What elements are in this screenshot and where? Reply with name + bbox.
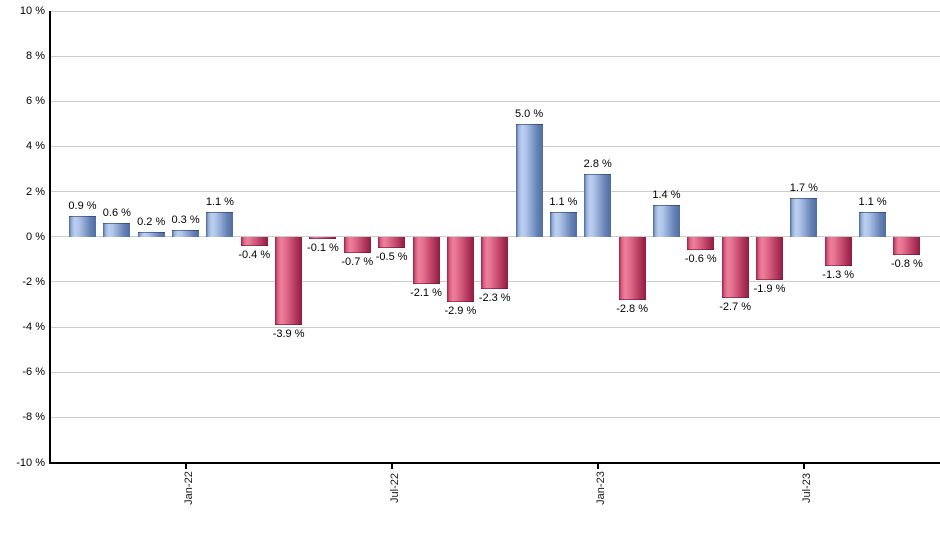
y-axis-label: -6 % [22,366,45,379]
bar-value-label: 1.1 % [549,195,578,208]
bar-value-label: 1.7 % [789,182,818,195]
x-tick-mark [802,463,805,469]
y-axis-label: 8 % [26,50,45,63]
bar [69,216,96,237]
bar-value-label: 5.0 % [514,107,544,120]
y-axis-line [49,11,51,464]
y-axis-label: -8 % [22,411,45,424]
x-axis-line [49,461,940,464]
bar [481,236,509,289]
gridline [51,191,940,193]
y-axis-label: 2 % [26,185,45,198]
bar [137,232,165,237]
bar-value-label: 1.4 % [652,189,681,202]
bar [618,236,646,300]
bar-value-label: -2.3 % [478,291,511,304]
bar-value-label: -2.7 % [719,300,752,313]
x-tick-label: Jul-23 [800,473,813,503]
bar-value-label: -2.8 % [616,302,648,315]
gridline [51,145,940,147]
y-axis-label: 4 % [26,140,45,153]
y-axis-label: 10 % [19,5,45,17]
bar [652,205,680,237]
bar [275,236,303,325]
y-axis-label: -2 % [22,275,45,288]
bar [549,211,577,237]
bar [103,223,131,237]
bar-value-label: -0.5 % [375,251,408,264]
bar-value-label: 0.2 % [137,216,166,229]
bar [584,173,612,237]
bar-value-label: -0.6 % [684,253,717,266]
bar-value-label: -3.9 % [272,327,305,340]
bar [859,211,887,237]
bar [412,236,440,285]
bar-value-label: -0.4 % [238,248,271,261]
x-tick-label: Jul-22 [388,473,401,503]
bar-value-label: -0.8 % [890,257,923,270]
x-tick-mark [184,463,187,469]
gridline [51,371,940,373]
gridline [51,416,940,418]
bar [687,236,715,251]
bar-value-label: 2.8 % [583,157,612,170]
bar [206,211,234,237]
y-axis-label: 0 % [26,230,45,243]
bar [790,198,818,237]
x-tick-label: Jan-22 [182,471,195,505]
bar-value-label: 0.9 % [68,200,97,213]
bar-value-label: -0.7 % [341,255,374,268]
bar-value-label: 1.1 % [858,195,887,208]
bar-value-label: -1.3 % [822,269,855,282]
bar-value-label: 1.1 % [205,195,234,208]
bar-value-label: 0.6 % [102,207,131,220]
bar [756,236,783,280]
bar [893,236,921,255]
bar [240,236,268,246]
gridline [51,10,940,12]
bar-value-label: 0.3 % [171,213,200,226]
bar-value-label: -1.9 % [753,282,786,295]
bar-value-label: -0.1 % [307,242,339,254]
x-tick-mark [390,463,393,469]
bar [721,236,749,298]
bar [515,123,543,237]
y-axis-label: -10 % [16,456,45,469]
bar [824,236,852,267]
bar-value-label: -2.1 % [410,287,442,300]
bar [446,236,474,303]
x-tick-label: Jan-23 [594,471,607,505]
gridline [51,326,940,328]
bar [378,236,406,249]
bar [343,236,371,253]
bar-value-label: -2.9 % [444,305,477,318]
bar [309,236,337,239]
gridline [51,100,940,102]
y-axis-label: -4 % [22,321,45,334]
x-tick-mark [596,463,599,469]
bar [172,229,200,237]
gridline [51,55,940,57]
y-axis-label: 6 % [26,95,45,108]
